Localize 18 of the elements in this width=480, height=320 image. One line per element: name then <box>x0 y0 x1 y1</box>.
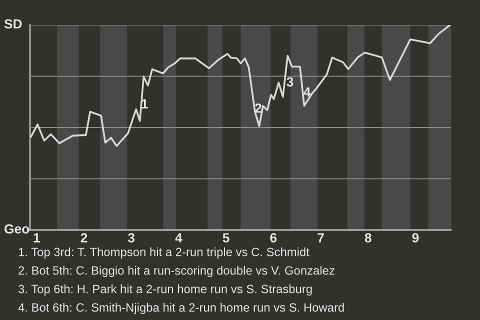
x-tick-label: 4 <box>175 233 182 242</box>
annotation: 3 <box>286 77 294 87</box>
x-tick-label: 2 <box>80 233 88 242</box>
x-tick-label: 5 <box>222 233 230 242</box>
x-tick-label: 3 <box>128 233 135 242</box>
x-tick-label: 1 <box>34 233 40 242</box>
x-tick-label: 6 <box>270 233 277 242</box>
text: 4. Bot 6th: C. Smith-Njigba hit a 2-run home run vs S. Howard <box>18 302 344 314</box>
text: 2. Bot 5th: C. Biggio hit a run-scoring double vs V. Gonzalez <box>18 266 334 278</box>
annotation: 4 <box>304 87 311 96</box>
x-tick-label: 9 <box>412 233 419 242</box>
text: 1. Top 3rd: T. Thompson hit a 2-run triple vs C. Schmidt <box>18 247 310 259</box>
text: SD <box>4 19 22 29</box>
annotation: 2 <box>255 103 262 113</box>
x-tick-label: 8 <box>364 233 372 242</box>
text: Geo <box>4 224 30 234</box>
x-tick-label: 7 <box>318 233 324 242</box>
text: 3. Top 6th: H. Park hit a 2-run home run vs S. Strasburg <box>18 284 312 296</box>
